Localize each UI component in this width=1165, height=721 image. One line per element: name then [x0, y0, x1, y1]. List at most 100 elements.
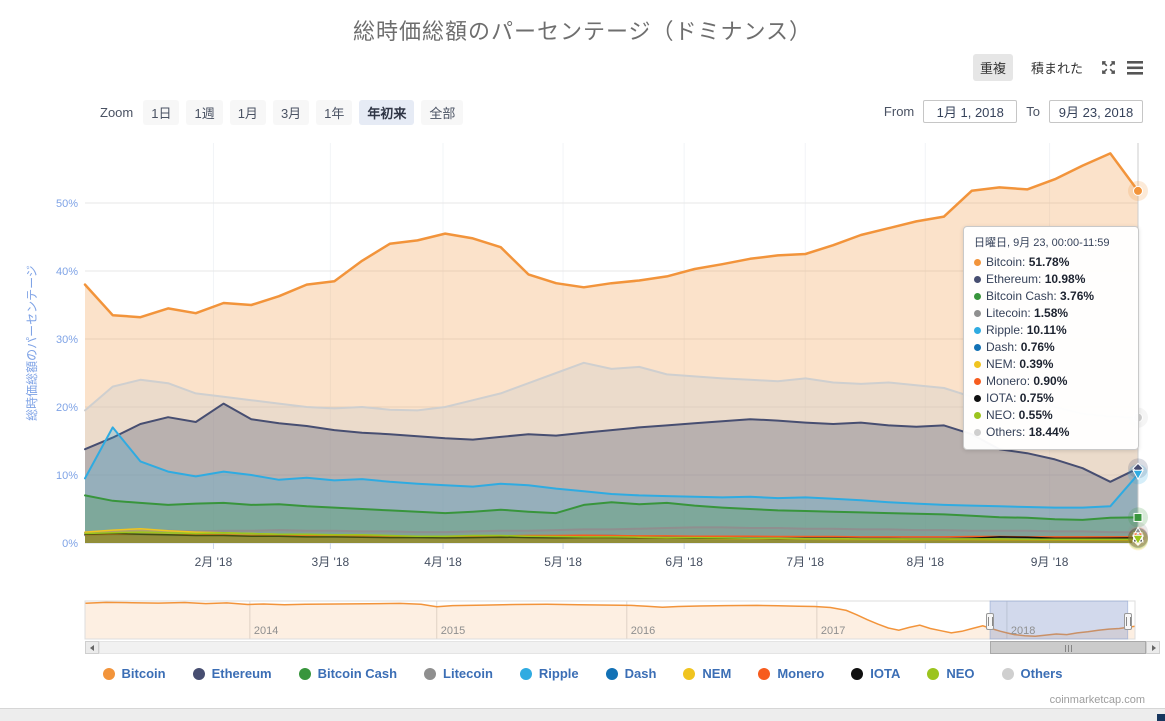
series-line-ripple	[84, 426, 1139, 509]
series-area-nem	[85, 528, 1138, 543]
tooltip-row-nem: NEM: 0.39%	[974, 356, 1128, 373]
end-marker-ripple	[1132, 469, 1144, 481]
x-axis-label: 9月 '18	[1031, 555, 1069, 569]
legend-item-bitcoin[interactable]: Bitcoin	[102, 666, 166, 681]
stacked-mode-button[interactable]: 積まれた	[1030, 61, 1083, 76]
zoom-button-1月[interactable]: 1月	[229, 100, 266, 125]
ripple-legend-dot-icon	[519, 667, 532, 680]
bitcoin-color-dot-icon	[974, 259, 981, 266]
monero-color-dot-icon	[974, 378, 981, 385]
zoom-label: Zoom	[100, 105, 134, 120]
series-area-bitcoin	[85, 153, 1138, 543]
iota-legend-dot-icon	[851, 667, 864, 680]
navigator-year-label: 2016	[631, 625, 655, 637]
litecoin-color-dot-icon	[974, 310, 981, 317]
end-marker-bitcoin-cash	[1133, 512, 1143, 522]
y-axis-label: 20%	[56, 402, 78, 414]
tooltip-row-bitcoin-cash: Bitcoin Cash: 3.76%	[974, 288, 1128, 305]
navigator-left-handle[interactable]	[986, 613, 994, 630]
scrollbar-right-arrow[interactable]	[1146, 641, 1160, 654]
zoom-button-1週[interactable]: 1週	[186, 100, 223, 125]
legend-item-iota[interactable]: IOTA	[851, 666, 900, 681]
from-date-input[interactable]	[923, 100, 1018, 123]
main-chart-canvas[interactable]: 0% 10% 20% 30% 40% 50% 2月 '18 3月 '18 4月 '18 5月 '1…	[0, 0, 1165, 660]
x-axis-label: 4月 '18	[424, 555, 462, 569]
scrollbar-track[interactable]	[99, 641, 1146, 654]
navigator-year-label: 2014	[254, 625, 278, 637]
zoom-button-1年[interactable]: 1年	[316, 100, 353, 125]
range-selector: Zoom 1日 1週 1月 3月 1年 年初来 全部	[100, 100, 464, 125]
series-area-ripple	[85, 427, 1138, 543]
scrollbar-thumb[interactable]	[990, 641, 1146, 654]
others-color-dot-icon	[974, 429, 981, 436]
litecoin-legend-dot-icon	[424, 667, 437, 680]
zoom-button-全部[interactable]: 全部	[421, 100, 464, 125]
zoom-button-3月[interactable]: 3月	[272, 100, 310, 125]
legend-item-others[interactable]: Others	[1001, 666, 1062, 681]
expand-arrows-icon[interactable]	[1101, 60, 1116, 75]
ethereum-color-dot-icon	[974, 276, 981, 283]
navigator-year-label: 2015	[441, 625, 465, 637]
bitcoin-cash-legend-dot-icon	[298, 667, 311, 680]
legend-item-bitcoin-cash[interactable]: Bitcoin Cash	[298, 666, 397, 681]
date-range-row: From To	[884, 100, 1143, 123]
series-legend: Bitcoin Ethereum Bitcoin Cash Litecoin Rippl…	[0, 666, 1165, 681]
x-axis-label: 6月 '18	[665, 555, 703, 569]
footer-strip	[0, 709, 1165, 721]
x-axis-label: 2月 '18	[195, 555, 233, 569]
to-date-input[interactable]	[1049, 100, 1143, 123]
to-label: To	[1026, 104, 1040, 119]
hamburger-menu-icon[interactable]	[1127, 60, 1143, 75]
legend-item-monero[interactable]: Monero	[758, 666, 824, 681]
tooltip-row-ethereum: Ethereum: 10.98%	[974, 271, 1128, 288]
zoom-button-年初来[interactable]: 年初来	[359, 100, 415, 125]
neo-legend-dot-icon	[927, 667, 940, 680]
tooltip-row-litecoin: Litecoin: 1.58%	[974, 305, 1128, 322]
overlap-mode-button[interactable]: 重複	[972, 54, 1013, 81]
watermark: coinmarketcap.com	[1049, 694, 1145, 706]
zoom-button-1日[interactable]: 1日	[143, 100, 180, 125]
from-label: From	[883, 104, 915, 119]
page-title: 総時価総額のパーセンテージ（ドミナンス）	[352, 19, 813, 44]
y-axis-label: 40%	[56, 266, 78, 278]
tooltip-row-monero: Monero: 0.90%	[974, 373, 1128, 390]
chart-tooltip: 日曜日, 9月 23, 00:00-11:59 Bitcoin: 51.78% E…	[963, 226, 1139, 450]
series-line-ethereum	[84, 402, 1139, 483]
y-axis-label: 0%	[62, 538, 78, 550]
x-axis-label: 8月 '18	[906, 555, 944, 569]
navigator-line	[84, 601, 1136, 637]
nem-color-dot-icon	[974, 361, 981, 368]
navigator-year-label: 2018	[1011, 625, 1035, 637]
others-legend-dot-icon	[1001, 667, 1014, 680]
navigator-area	[85, 602, 1135, 639]
series-line-litecoin	[84, 526, 1139, 534]
navigator-right-handle[interactable]	[1124, 613, 1132, 630]
tooltip-row-dash: Dash: 0.76%	[974, 339, 1128, 356]
y-axis-label: 50%	[56, 198, 78, 210]
legend-item-dash[interactable]: Dash	[605, 666, 656, 681]
navigator-outline	[84, 600, 1136, 640]
navigator-selected-range[interactable]	[989, 600, 1129, 640]
navigator-year-label: 2017	[821, 625, 845, 637]
scrollbar-left-arrow[interactable]	[85, 641, 99, 654]
legend-item-litecoin[interactable]: Litecoin	[424, 666, 493, 681]
legend-item-neo[interactable]: NEO	[927, 666, 975, 681]
legend-item-ethereum[interactable]: Ethereum	[192, 666, 272, 681]
legend-item-nem[interactable]: NEM	[683, 666, 731, 681]
dash-color-dot-icon	[974, 344, 981, 351]
x-axis-label: 3月 '18	[312, 555, 350, 569]
series-line-neo	[84, 531, 1139, 541]
monero-legend-dot-icon	[758, 667, 771, 680]
series-line-bitcoin-cash	[84, 494, 1139, 521]
ripple-color-dot-icon	[974, 327, 981, 334]
tooltip-row-bitcoin: Bitcoin: 51.78%	[974, 254, 1128, 271]
x-axis-label: 5月 '18	[544, 555, 582, 569]
end-marker-bitcoin	[1133, 185, 1143, 196]
y-axis-label: 30%	[56, 334, 78, 346]
y-axis-label: 10%	[56, 470, 78, 482]
legend-item-ripple[interactable]: Ripple	[519, 666, 579, 681]
tooltip-row-neo: NEO: 0.55%	[974, 407, 1128, 424]
tooltip-header: 日曜日, 9月 23, 00:00-11:59	[974, 237, 1110, 249]
ethereum-legend-dot-icon	[192, 667, 205, 680]
